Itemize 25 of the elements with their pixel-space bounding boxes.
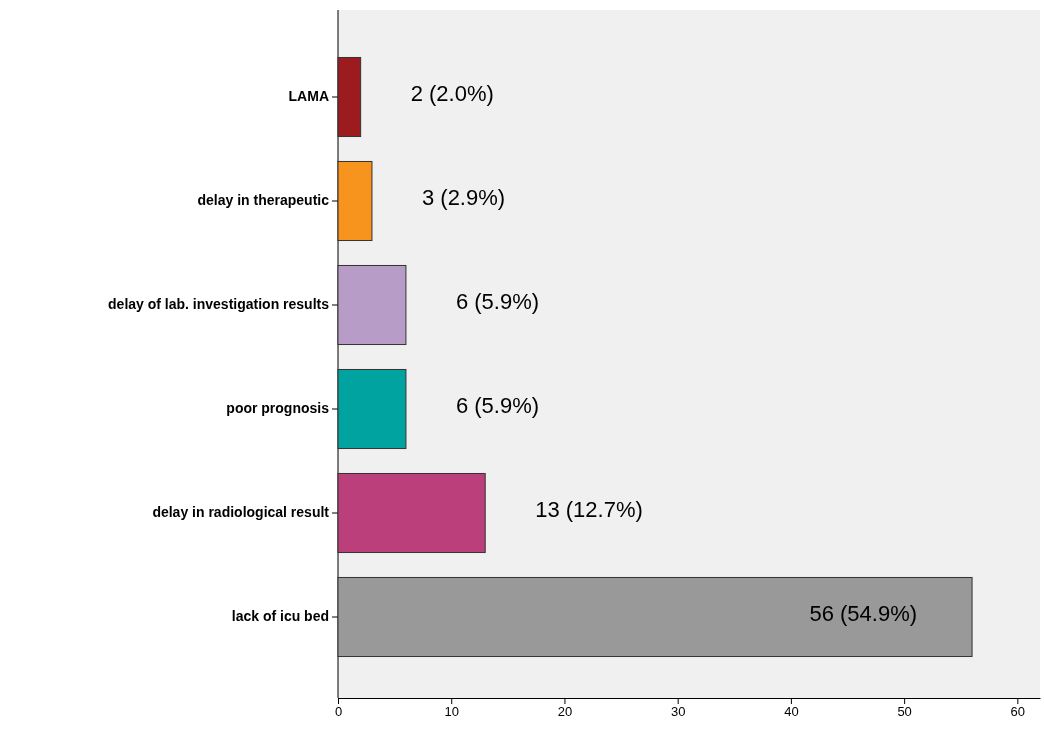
- bar: [337, 56, 362, 138]
- x-tick-label: 50: [897, 704, 912, 720]
- bar: [337, 576, 973, 658]
- bar: [337, 472, 486, 554]
- x-tick-label: 0: [334, 704, 343, 720]
- x-tick-label: 60: [1010, 704, 1026, 720]
- data-label: 2 (2.0%): [410, 80, 494, 106]
- y-tick-label: delay in therapeutic: [197, 192, 330, 209]
- data-label: 6 (5.9%): [455, 392, 540, 418]
- y-tick-label: delay in radiological result: [152, 504, 330, 521]
- data-label: 6 (5.9%): [455, 288, 540, 314]
- data-label: 3 (2.9%): [421, 184, 506, 210]
- bar: [337, 264, 407, 346]
- data-label: 13 (12.7%): [535, 496, 643, 522]
- bar: [337, 160, 373, 242]
- x-tick-label: 20: [557, 704, 573, 720]
- bar: [337, 368, 407, 450]
- x-tick-label: 30: [670, 704, 686, 720]
- x-tick-label: 10: [444, 704, 459, 720]
- y-tick-label: lack of icu bed: [231, 608, 329, 625]
- y-tick-label: delay of lab. investigation results: [108, 296, 330, 313]
- y-tick-label: poor prognosis: [226, 400, 330, 417]
- data-label: 56 (54.9%): [809, 600, 918, 626]
- x-tick-label: 40: [784, 704, 799, 720]
- y-tick-label: LAMA: [288, 88, 329, 105]
